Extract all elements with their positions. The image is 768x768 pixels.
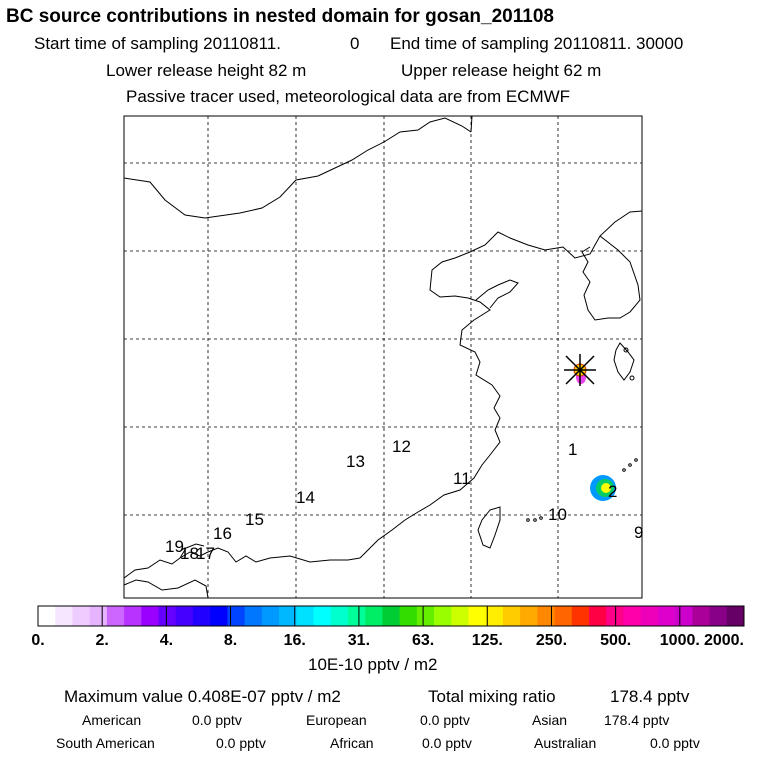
receptor-marker — [564, 354, 596, 386]
colorbar-tick-label: 63. — [412, 632, 434, 649]
region-label: 17 — [196, 544, 215, 563]
colorbar-swatch — [692, 606, 711, 626]
colorbar-swatch — [416, 606, 435, 626]
region-label: 2 — [608, 482, 617, 501]
colorbar-swatch — [55, 606, 73, 626]
region-label: 1 — [568, 440, 577, 459]
african-value: 0.0 pptv — [422, 735, 472, 751]
european-label: European — [306, 712, 367, 728]
colorbar-tick-label: 4. — [160, 632, 173, 649]
colorbar-swatch — [468, 606, 487, 626]
colorbar-swatch — [537, 606, 556, 626]
region-label: 13 — [346, 452, 365, 471]
lower-release-height: Lower release height 82 m — [106, 61, 307, 80]
colorbar-swatch — [520, 606, 538, 626]
colorbar-tick-label: 2000. — [704, 632, 744, 649]
colorbar-swatch — [227, 606, 246, 626]
colorbar-swatch — [347, 606, 366, 626]
colorbar-swatch — [382, 606, 401, 626]
colorbar-swatch — [589, 606, 607, 626]
colorbar-swatch — [434, 606, 452, 626]
asian-value: 178.4 pptv — [604, 712, 670, 728]
total-mixing-value: 178.4 pptv — [610, 687, 690, 706]
colorbar-swatch — [89, 606, 108, 626]
colorbar-swatch — [709, 606, 728, 626]
american-label: American — [82, 712, 142, 728]
south-american-value: 0.0 pptv — [216, 735, 266, 751]
map-graticule — [124, 116, 642, 598]
asian-label: Asian — [532, 712, 568, 728]
region-label: 16 — [213, 524, 232, 543]
colorbar-swatch — [330, 606, 349, 626]
colorbar-swatch — [106, 606, 125, 626]
colorbar-swatch — [502, 606, 521, 626]
colorbar-swatch — [175, 606, 194, 626]
colorbar-tick-label: 2. — [96, 632, 109, 649]
american-value: 0.0 pptv — [192, 712, 242, 728]
colorbar-swatch — [623, 606, 642, 626]
region-label: 15 — [245, 510, 264, 529]
total-mixing-label: Total mixing ratio — [428, 687, 556, 706]
colorbar-swatch — [261, 606, 280, 626]
colorbar-swatch — [365, 606, 383, 626]
colorbar-swatch — [38, 606, 56, 626]
maximum-value: Maximum value 0.408E-07 pptv / m2 — [64, 687, 341, 706]
african-label: African — [330, 735, 374, 751]
map-frame — [123, 115, 643, 599]
colorbar-tick-label: 1000. — [660, 632, 700, 649]
colorbar-swatch — [296, 606, 315, 626]
colorbar-tick-label: 125. — [472, 632, 503, 649]
region-label: 12 — [392, 437, 411, 456]
colorbar-swatch — [141, 606, 160, 626]
colorbar-swatch — [571, 606, 590, 626]
upper-release-height: Upper release height 62 m — [401, 61, 602, 80]
region-label: 11 — [453, 469, 471, 488]
region-label: 19 — [165, 537, 184, 556]
chart-title: BC source contributions in nested domain… — [6, 6, 554, 27]
colorbar-swatch — [657, 606, 676, 626]
region-label: 9 — [634, 523, 643, 542]
colorbar-tick-label: 8. — [224, 632, 237, 649]
colorbar-tick-label: 250. — [536, 632, 567, 649]
colorbar-tick-label: 16. — [284, 632, 306, 649]
end-time-label: End time of sampling 20110811. 30000 — [390, 34, 684, 53]
south-american-label: South American — [56, 735, 155, 751]
region-label: 18 — [180, 544, 199, 563]
colorbar-swatch — [124, 606, 142, 626]
colorbar-swatch — [451, 606, 469, 626]
colorbar-swatch — [244, 606, 263, 626]
start-time-label: Start time of sampling 20110811. — [34, 34, 281, 53]
start-time-hhmmss: 0 — [350, 34, 360, 53]
australian-label: Australian — [534, 735, 597, 751]
colorbar-swatch — [158, 606, 177, 626]
region-label: 14 — [296, 488, 315, 507]
colorbar-tick-label: 0. — [31, 632, 44, 649]
colorbar-swatch — [210, 606, 228, 626]
colorbar-unit: 10E-10 pptv / m2 — [308, 655, 438, 674]
colorbar-swatch — [726, 606, 745, 626]
colorbar-swatch — [606, 606, 624, 626]
tracer-note: Passive tracer used, meteorological data… — [126, 87, 571, 106]
colorbar-ticks: 0. 2. 4. 8. 16. 31. 63. 125. 250. 500. 1000. 2000. — [31, 606, 745, 649]
colorbar-swatch — [399, 606, 418, 626]
source-concentration-blob — [590, 475, 616, 501]
colorbar-swatch — [554, 606, 573, 626]
australian-value: 0.0 pptv — [650, 735, 700, 751]
coastlines — [123, 115, 643, 599]
colorbar-swatch — [675, 606, 693, 626]
european-value: 0.0 pptv — [420, 712, 470, 728]
colorbar-tick-label: 31. — [348, 632, 370, 649]
colorbar-tick-label: 500. — [600, 632, 631, 649]
colorbar-swatch — [485, 606, 504, 626]
colorbar-swatch — [72, 606, 91, 626]
colorbar-swatch — [313, 606, 332, 626]
colorbar-swatch — [640, 606, 659, 626]
colorbar — [37, 605, 745, 627]
colorbar-swatch — [192, 606, 211, 626]
region-label: 10 — [548, 505, 567, 524]
colorbar-swatch — [279, 606, 297, 626]
